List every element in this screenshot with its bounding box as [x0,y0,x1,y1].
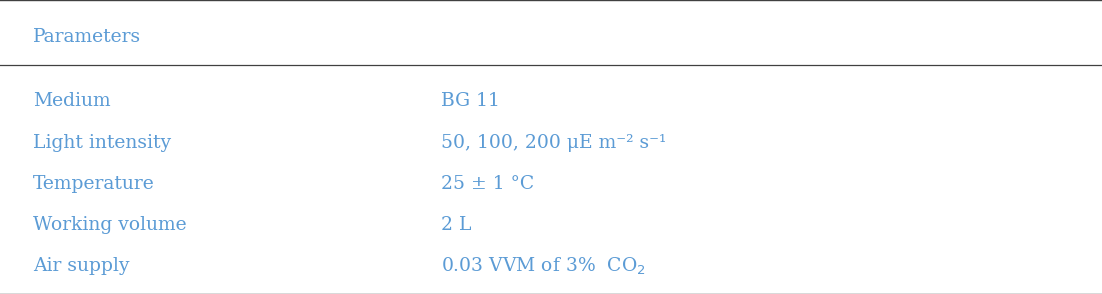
Text: 0.03 VVM of 3%  CO$_2$: 0.03 VVM of 3% CO$_2$ [441,255,646,277]
Text: Working volume: Working volume [33,216,186,234]
Text: Air supply: Air supply [33,257,130,275]
Text: Light intensity: Light intensity [33,133,171,152]
Text: Parameters: Parameters [33,28,141,46]
Text: 25 ± 1 °C: 25 ± 1 °C [441,175,534,193]
Text: Temperature: Temperature [33,175,154,193]
Text: Medium: Medium [33,92,110,111]
Text: 2 L: 2 L [441,216,472,234]
Text: 50, 100, 200 μE m⁻² s⁻¹: 50, 100, 200 μE m⁻² s⁻¹ [441,133,667,152]
Text: BG 11: BG 11 [441,92,499,111]
